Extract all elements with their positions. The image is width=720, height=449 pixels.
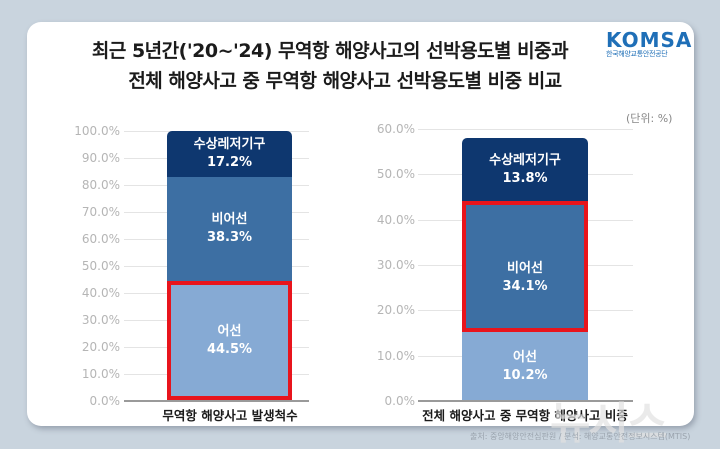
right-y-tick: 20.0% xyxy=(376,303,415,317)
chart-title-line2: 전체 해양사고 중 무역항 해양사고 선박용도별 비중 비교 xyxy=(128,70,562,92)
unit-label: (단위: %) xyxy=(626,112,673,125)
right-y-tick: 30.0% xyxy=(376,258,415,272)
left-y-tick: 0.0% xyxy=(89,394,121,408)
segment-name: 비어선 xyxy=(211,212,248,227)
right-bar-leisure-segment: 수상레저기구 13.8% xyxy=(462,138,588,201)
chart-title-line1: 최근 5년간('20~'24) 무역항 해양사고의 선박용도별 비중과 xyxy=(91,40,569,62)
x-axis-baseline xyxy=(418,400,633,402)
right-y-tick: 10.0% xyxy=(376,349,415,363)
left-bar-leisure-segment: 수상레저기구 17.2% xyxy=(167,131,292,177)
right-y-tick: 50.0% xyxy=(376,167,415,181)
left-y-tick: 100.0% xyxy=(74,124,120,138)
segment-value: 10.2% xyxy=(502,367,548,383)
segment-name: 수상레저기구 xyxy=(489,152,561,168)
right-y-tick: 0.0% xyxy=(384,394,416,408)
left-y-tick: 10.0% xyxy=(81,367,120,381)
left-y-tick: 80.0% xyxy=(81,178,120,192)
source-note: 출처: 중앙해양안전심판원 / 분석: 해양교통안전정보시스템(MTIS) xyxy=(470,432,691,441)
left-y-tick: 60.0% xyxy=(81,232,120,246)
right-x-label: 전체 해양사고 중 무역항 해양사고 비중 xyxy=(422,408,628,423)
segment-name: 어선 xyxy=(513,349,537,365)
segment-value: 13.8% xyxy=(502,170,548,186)
left-y-tick: 90.0% xyxy=(81,151,120,165)
gridline xyxy=(418,129,633,130)
segment-value: 17.2% xyxy=(206,155,253,170)
left-y-tick: 50.0% xyxy=(81,259,120,273)
left-y-tick: 40.0% xyxy=(81,286,120,300)
right-y-tick: 60.0% xyxy=(376,122,415,136)
left-y-tick: 20.0% xyxy=(81,340,120,354)
segment-value: 38.3% xyxy=(206,230,253,245)
left-x-label: 무역항 해양사고 발생척수 xyxy=(162,408,298,423)
left-y-tick: 70.0% xyxy=(81,205,120,219)
left-bar-nonfishing-segment: 비어선 38.3% xyxy=(167,177,292,281)
left-bar-fishing-segment: 어선 44.5% xyxy=(167,281,292,401)
segment-name: 수상레저기구 xyxy=(193,137,266,152)
right-bar-fishing-segment: 어선 10.2% xyxy=(462,332,588,401)
segment-value: 34.1% xyxy=(502,279,548,294)
left-y-tick: 30.0% xyxy=(81,313,120,327)
logo-text: KOMSA xyxy=(606,28,693,52)
x-axis-baseline xyxy=(124,400,309,402)
komsa-logo: KOMSA 한국해양교통안전공단 xyxy=(606,30,706,59)
logo-subtitle: 한국해양교통안전공단 xyxy=(606,50,668,58)
segment-name: 비어선 xyxy=(507,261,543,276)
right-y-tick: 40.0% xyxy=(376,213,415,227)
segment-value: 44.5% xyxy=(206,342,253,357)
segment-name: 어선 xyxy=(217,324,242,339)
